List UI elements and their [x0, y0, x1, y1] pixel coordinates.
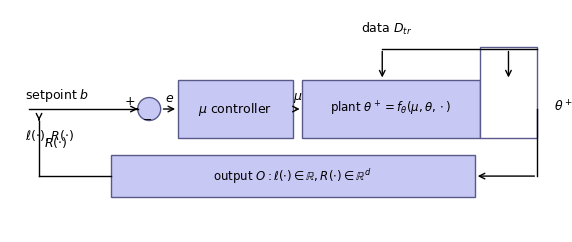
Text: $\ell(\cdot), R(\cdot)$: $\ell(\cdot), R(\cdot)$	[25, 128, 73, 143]
Bar	[111, 155, 475, 197]
Bar	[480, 47, 537, 138]
Text: data $D_{tr}$: data $D_{tr}$	[362, 21, 412, 37]
Text: $\theta^+$: $\theta^+$	[554, 99, 572, 115]
Text: output $O : \ell(\cdot) \in \mathbb{R}, R(\cdot) \in \mathbb{R}^d$: output $O : \ell(\cdot) \in \mathbb{R}, …	[213, 167, 372, 186]
Bar	[178, 80, 293, 138]
Text: $\mu$: $\mu$	[293, 91, 303, 105]
Text: $+$: $+$	[124, 95, 136, 108]
Text: $e$: $e$	[165, 92, 174, 105]
Text: setpoint $b$: setpoint $b$	[25, 87, 89, 104]
Text: $R(\cdot)$: $R(\cdot)$	[44, 135, 67, 150]
Text: $\mu$ controller: $\mu$ controller	[198, 100, 272, 118]
Bar	[303, 80, 480, 138]
Circle shape	[138, 98, 161, 121]
Text: plant $\theta^+ = f_\theta(\mu, \theta, \cdot)$: plant $\theta^+ = f_\theta(\mu, \theta, …	[331, 100, 452, 118]
Text: $-$: $-$	[142, 113, 152, 123]
